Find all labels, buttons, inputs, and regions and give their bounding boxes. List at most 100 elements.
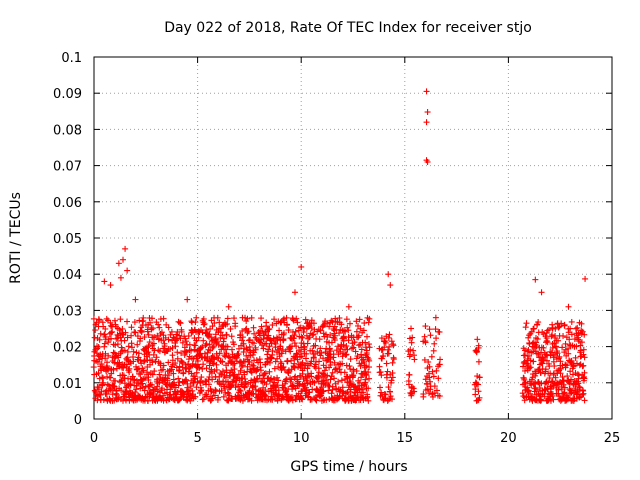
data-point [527, 357, 534, 364]
data-point [258, 378, 265, 385]
data-point [117, 274, 124, 281]
data-point [472, 347, 479, 354]
data-point [353, 318, 360, 325]
data-point [269, 351, 276, 358]
data-point [128, 324, 135, 331]
data-point [105, 352, 112, 359]
data-point [309, 347, 316, 354]
data-point [410, 385, 417, 392]
data-point [580, 346, 587, 353]
data-point [191, 376, 198, 383]
data-point [179, 339, 186, 346]
data-point [327, 376, 334, 383]
data-point [284, 321, 291, 328]
data-point [352, 348, 359, 355]
data-point [582, 275, 589, 282]
data-point [306, 334, 313, 341]
data-point [335, 378, 342, 385]
data-point [353, 328, 360, 335]
data-point [300, 329, 307, 336]
data-point [556, 353, 563, 360]
data-point [156, 371, 163, 378]
data-point [250, 340, 257, 347]
data-point [219, 323, 226, 330]
data-point [176, 332, 183, 339]
data-point [134, 341, 141, 348]
data-point [165, 336, 172, 343]
data-point [145, 343, 152, 350]
data-point [386, 388, 393, 395]
data-point [390, 342, 397, 349]
data-point [227, 325, 234, 332]
data-point [206, 362, 213, 369]
data-point [115, 260, 122, 267]
data-point [165, 359, 172, 366]
data-point [279, 346, 286, 353]
data-point [245, 328, 252, 335]
data-point [365, 341, 372, 348]
data-point [245, 381, 252, 388]
data-point [320, 387, 327, 394]
data-point [422, 323, 429, 330]
data-point [189, 362, 196, 369]
data-point [426, 326, 433, 333]
data-point [472, 391, 479, 398]
data-point [552, 343, 559, 350]
data-point [177, 320, 184, 327]
data-point [362, 339, 369, 346]
x-tick-label: 20 [500, 431, 517, 446]
data-point [333, 385, 340, 392]
data-point [120, 364, 127, 371]
data-point [350, 344, 357, 351]
data-point [574, 324, 581, 331]
data-point [170, 370, 177, 377]
data-point [175, 367, 182, 374]
data-point [199, 329, 206, 336]
data-point [544, 339, 551, 346]
data-point [201, 320, 208, 327]
y-axis-label: ROTI / TECUs [8, 192, 24, 284]
data-point [568, 358, 575, 365]
data-point [354, 353, 361, 360]
data-point [160, 315, 167, 322]
data-point [188, 318, 195, 325]
data-point [141, 375, 148, 382]
data-point [158, 387, 165, 394]
data-point [331, 323, 338, 330]
data-point [121, 347, 128, 354]
data-point [107, 374, 114, 381]
data-point [173, 337, 180, 344]
data-point [559, 344, 566, 351]
data-point [239, 375, 246, 382]
data-point [575, 372, 582, 379]
data-point [118, 387, 125, 394]
data-point [343, 316, 350, 323]
data-point [530, 358, 537, 365]
data-point [154, 376, 161, 383]
data-point [568, 331, 575, 338]
data-point [263, 381, 270, 388]
data-point [131, 319, 138, 326]
data-point [259, 327, 266, 334]
data-point [561, 384, 568, 391]
data-point [564, 373, 571, 380]
data-point [176, 379, 183, 386]
data-point [377, 369, 384, 376]
data-point [198, 353, 205, 360]
data-point [331, 337, 338, 344]
data-point [366, 375, 373, 382]
data-point [236, 345, 243, 352]
data-point [285, 367, 292, 374]
data-point [248, 314, 255, 321]
data-point [100, 397, 107, 404]
data-point [325, 387, 332, 394]
data-point [122, 396, 129, 403]
y-tick-label: 0.03 [53, 304, 82, 319]
data-point [123, 388, 130, 395]
data-point [363, 350, 370, 357]
data-point [378, 372, 385, 379]
data-point [187, 383, 194, 390]
data-point [581, 331, 588, 338]
data-point [210, 343, 217, 350]
data-point [182, 335, 189, 342]
